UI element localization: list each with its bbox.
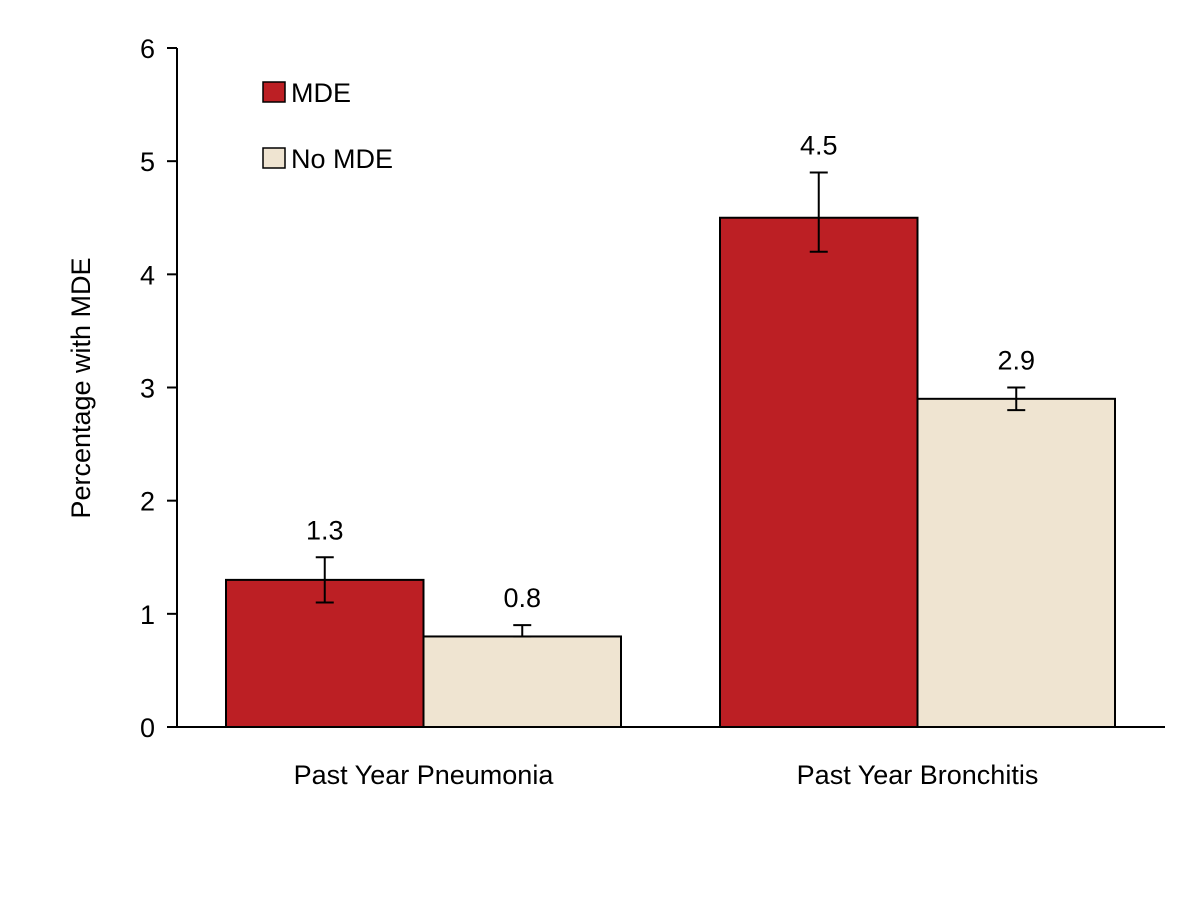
y-tick-label: 2 [140, 487, 155, 517]
y-axis-label: Percentage with MDE [66, 257, 96, 518]
x-tick-label: Past Year Bronchitis [797, 760, 1039, 790]
y-tick-label: 1 [140, 600, 155, 630]
data-label: 2.9 [997, 346, 1035, 376]
legend-swatch [262, 81, 286, 103]
bar [225, 578, 425, 729]
legend-label: MDE [291, 78, 351, 108]
data-label: 0.8 [503, 583, 541, 613]
y-tick-label: 6 [140, 34, 155, 64]
legend-label: No MDE [291, 144, 393, 174]
data-label: 1.3 [306, 515, 344, 545]
x-tick-label: Past Year Pneumonia [294, 760, 555, 790]
data-label: 4.5 [800, 130, 838, 160]
bar [916, 397, 1116, 728]
legend: MDE No MDE [262, 78, 393, 174]
y-tick-label: 5 [140, 147, 155, 177]
legend-swatch [262, 147, 286, 169]
bar [719, 216, 919, 728]
y-tick-label: 4 [140, 260, 155, 290]
bar [422, 635, 622, 729]
y-tick-label: 0 [140, 713, 155, 743]
y-tick-label: 3 [140, 374, 155, 404]
